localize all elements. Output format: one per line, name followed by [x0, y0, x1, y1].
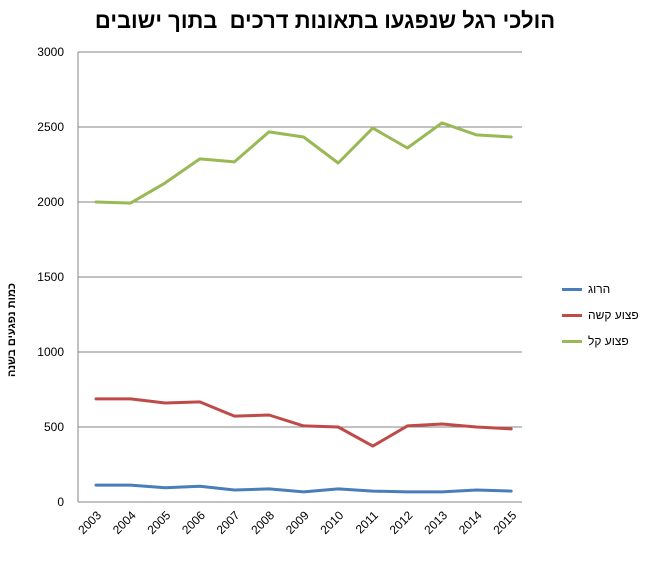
- legend-item: פצוע קל: [562, 334, 648, 360]
- x-tick-label: 2008: [248, 508, 277, 537]
- series-line-0: [94, 483, 513, 494]
- y-tick-label: 2500: [37, 120, 64, 134]
- series-lines: [94, 121, 513, 494]
- x-tick-label: 2005: [145, 508, 174, 537]
- legend-swatch: [562, 314, 582, 317]
- legend-swatch: [562, 288, 582, 291]
- x-tick-label: 2007: [214, 508, 243, 537]
- x-tick-label: 2012: [387, 508, 416, 537]
- x-tick-labels: 2003 2004 2005 2006 2007 2008 2009 2010 2011 2012…: [75, 508, 519, 537]
- y-tick-label: 1000: [37, 345, 64, 359]
- axes: [77, 52, 522, 503]
- x-tick-label: 2011: [353, 508, 381, 536]
- legend: הרוג פצוע קשה פצוע קל: [562, 282, 648, 360]
- y-tick-label: 3000: [37, 45, 64, 59]
- x-tick-label: 2003: [75, 508, 104, 537]
- legend-item: פצוע קשה: [562, 308, 648, 334]
- legend-label: פצוע קל: [588, 334, 629, 348]
- x-tick-label: 2004: [110, 508, 139, 537]
- x-tick-label: 2015: [491, 508, 520, 537]
- x-tick-label: 2014: [456, 508, 485, 537]
- x-tick-label: 2010: [318, 508, 347, 537]
- chart-title: הולכי רגל שנפגעו בתאונות דרכים בתוך ישוב…: [94, 8, 556, 33]
- x-tick-label: 2013: [421, 508, 450, 537]
- y-tick-label: 0: [57, 495, 64, 509]
- series-line-2: [94, 121, 513, 205]
- grid-lines: [78, 51, 522, 428]
- y-tick-label: 2000: [37, 195, 64, 209]
- y-tick-label: 500: [44, 420, 64, 434]
- legend-item: הרוג: [562, 282, 648, 308]
- x-tick-label: 2006: [179, 508, 208, 537]
- legend-label: הרוג: [588, 282, 611, 296]
- legend-label: פצוע קשה: [588, 308, 639, 322]
- legend-swatch: [562, 340, 582, 343]
- y-tick-labels: 0 500 1000 1500 2000 2500 3000: [37, 45, 64, 509]
- x-tick-label: 2009: [283, 508, 312, 537]
- series-line-1: [94, 397, 513, 448]
- y-tick-label: 1500: [37, 270, 64, 284]
